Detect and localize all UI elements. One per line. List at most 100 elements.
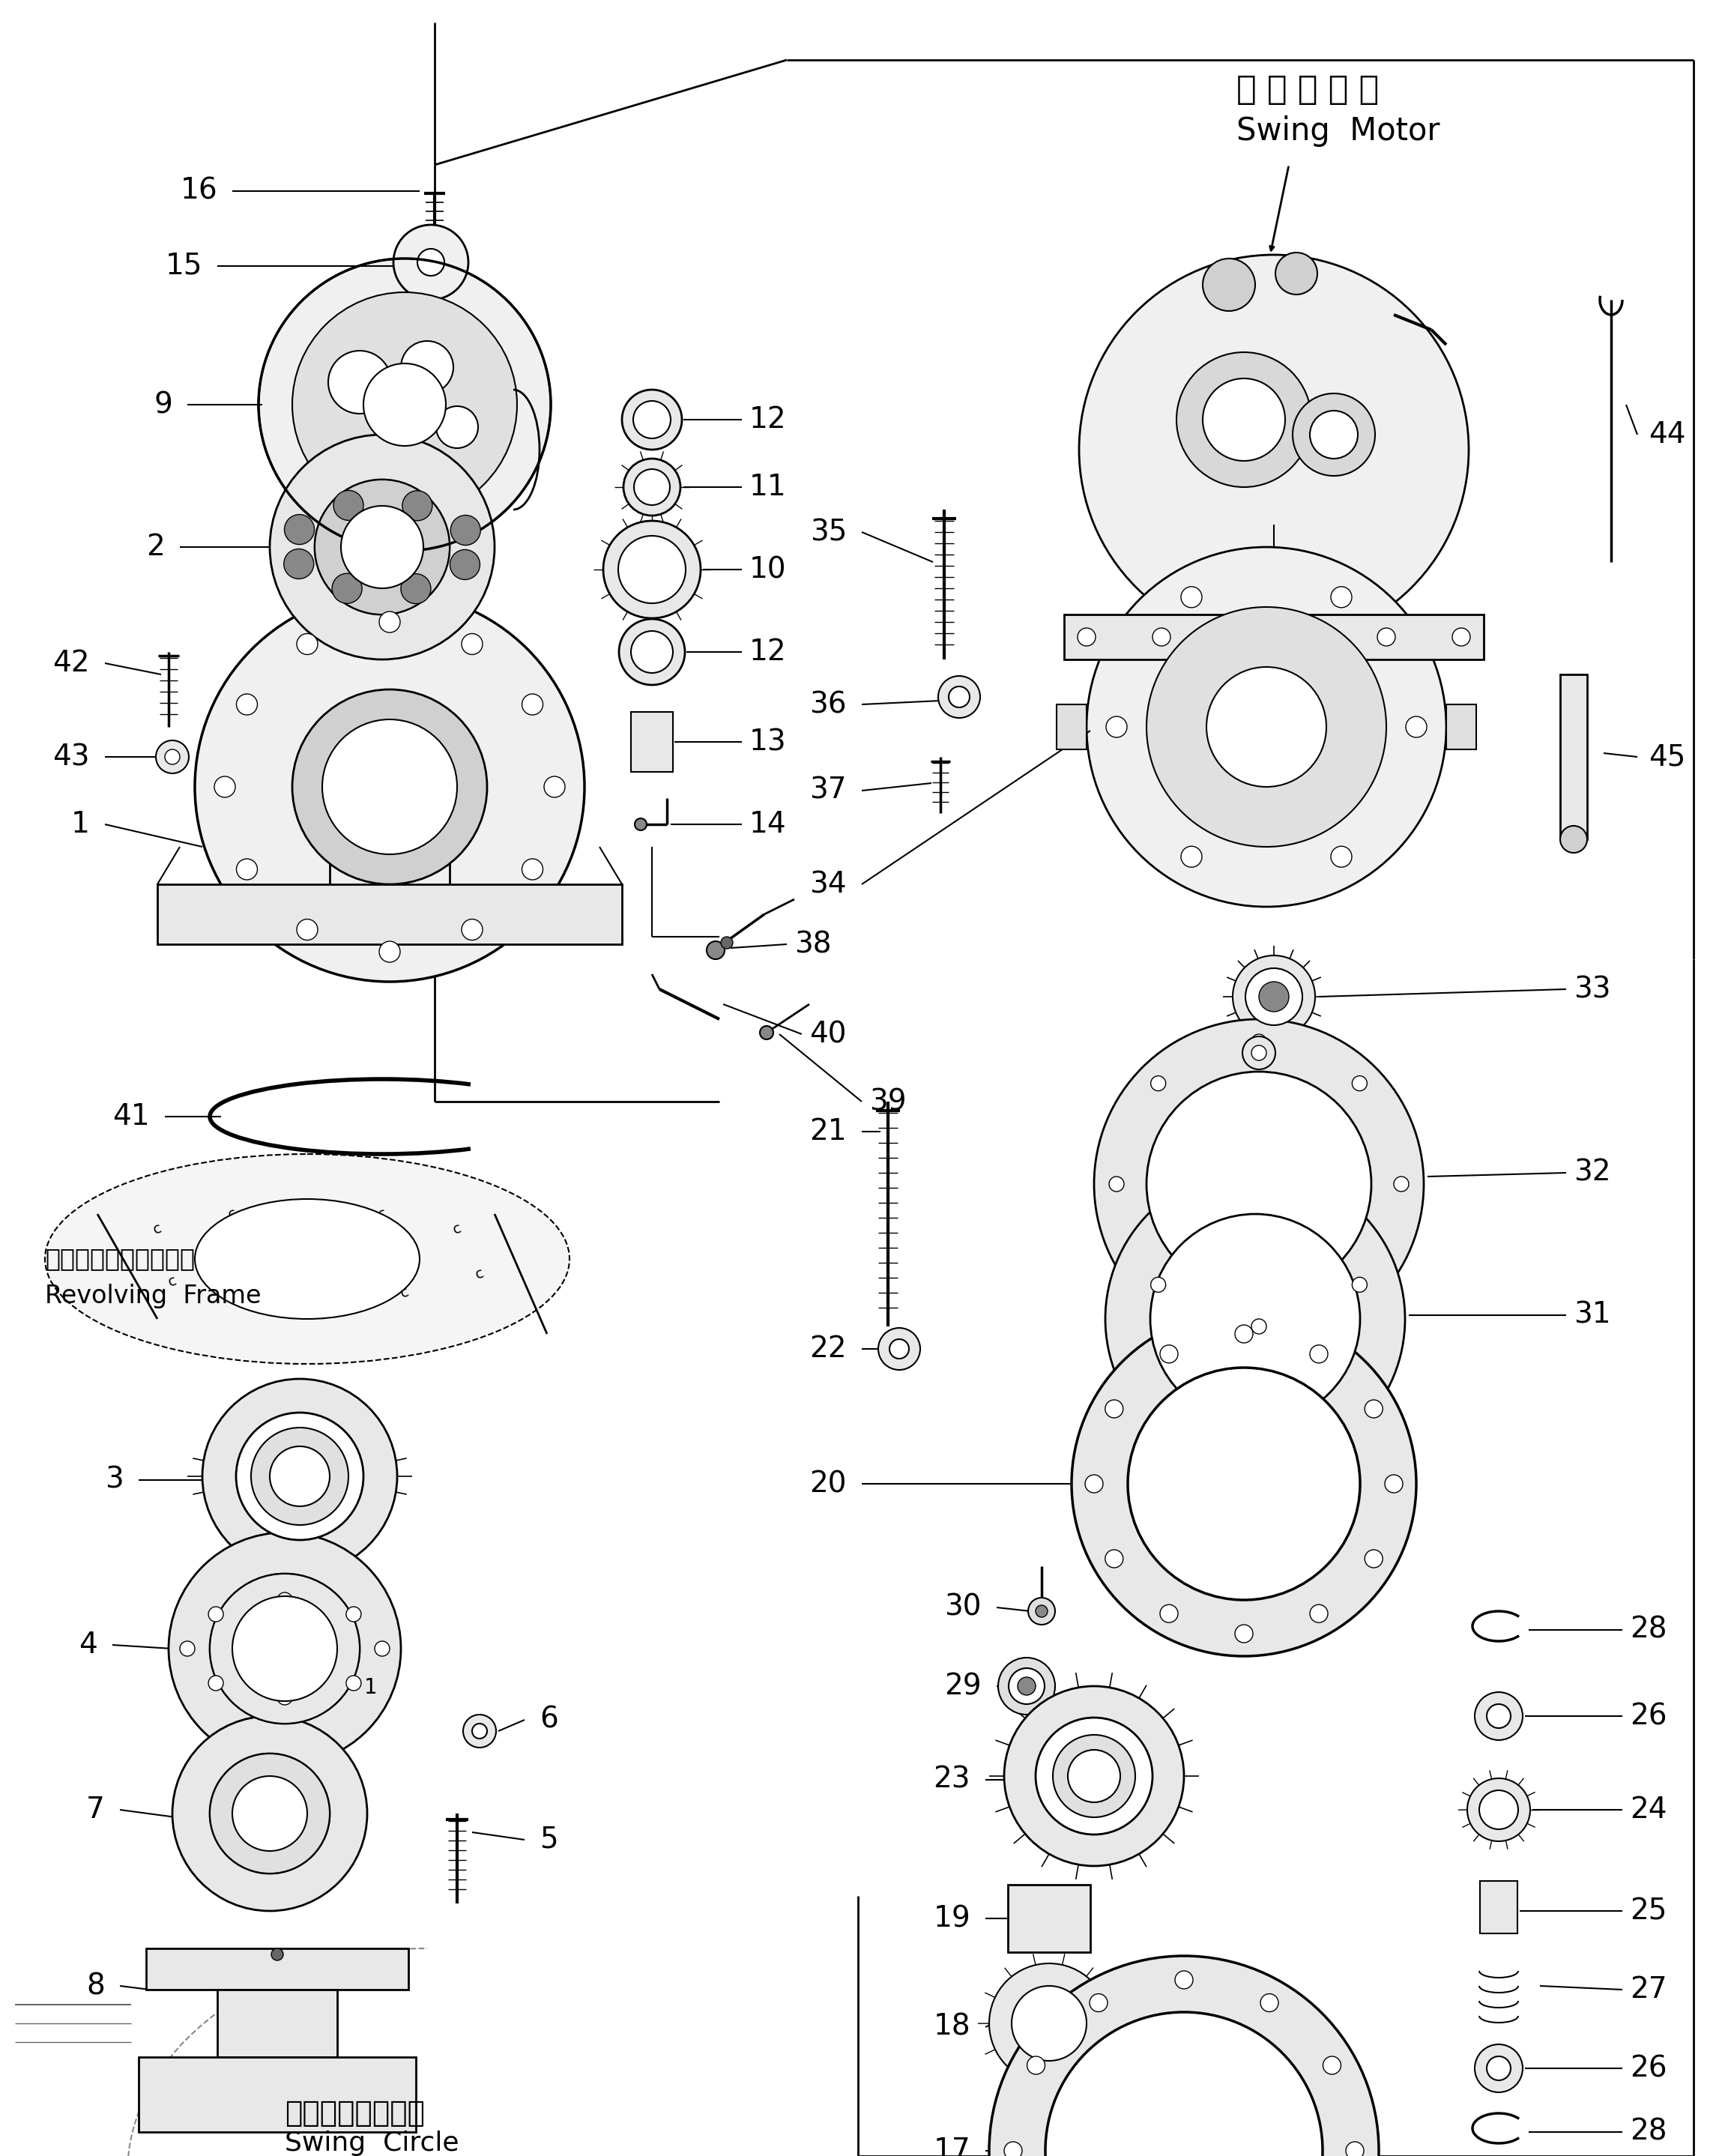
Circle shape: [1474, 1692, 1522, 1740]
Text: 23: 23: [933, 1766, 971, 1794]
Circle shape: [203, 1380, 397, 1574]
Text: 旋 回 モ ー タ: 旋 回 モ ー タ: [1236, 73, 1379, 106]
Circle shape: [988, 1955, 1379, 2156]
Circle shape: [165, 750, 180, 765]
Circle shape: [1385, 1475, 1403, 1492]
Text: 44: 44: [1649, 420, 1685, 448]
Circle shape: [1377, 627, 1396, 647]
Circle shape: [1474, 2044, 1522, 2091]
Circle shape: [1235, 1326, 1254, 1343]
Text: c: c: [473, 1266, 486, 1283]
Circle shape: [364, 364, 446, 446]
Circle shape: [635, 819, 647, 830]
Circle shape: [1035, 1718, 1153, 1835]
Text: 33: 33: [1574, 975, 1611, 1003]
Circle shape: [168, 1533, 401, 1766]
Circle shape: [890, 1339, 909, 1358]
Circle shape: [1365, 1550, 1382, 1567]
Text: 20: 20: [810, 1470, 846, 1498]
Text: 16: 16: [180, 177, 217, 205]
Circle shape: [1085, 1475, 1103, 1492]
Circle shape: [258, 259, 551, 550]
Circle shape: [1035, 1606, 1047, 1617]
Bar: [1446, 705, 1476, 750]
Text: 40: 40: [810, 1020, 846, 1048]
Circle shape: [347, 1606, 361, 1621]
Circle shape: [1181, 586, 1202, 608]
Circle shape: [293, 690, 487, 884]
Text: 42: 42: [52, 649, 90, 677]
Bar: [1481, 1880, 1517, 1934]
Circle shape: [1309, 1604, 1328, 1623]
Circle shape: [323, 720, 458, 854]
Circle shape: [333, 489, 364, 520]
Circle shape: [232, 1595, 336, 1701]
Circle shape: [1486, 2057, 1510, 2081]
Circle shape: [623, 390, 681, 451]
Circle shape: [347, 1675, 361, 1690]
Circle shape: [1233, 955, 1314, 1037]
Circle shape: [1153, 627, 1170, 647]
Circle shape: [380, 612, 401, 632]
Circle shape: [1004, 2141, 1021, 2156]
Bar: [146, 1949, 409, 1990]
Circle shape: [1245, 968, 1302, 1024]
Text: 7: 7: [87, 1796, 106, 1824]
Circle shape: [1235, 1626, 1254, 1643]
Circle shape: [1346, 2141, 1365, 2156]
Ellipse shape: [194, 1199, 420, 1319]
Text: c: c: [302, 1199, 314, 1214]
Text: c: c: [151, 1220, 163, 1238]
Circle shape: [1160, 1604, 1177, 1623]
Text: 3: 3: [106, 1466, 123, 1494]
Bar: [1056, 705, 1087, 750]
Circle shape: [1252, 1319, 1266, 1335]
Circle shape: [1332, 845, 1353, 867]
Text: 22: 22: [810, 1335, 846, 1363]
Circle shape: [1068, 1751, 1120, 1802]
Circle shape: [1479, 1789, 1519, 1828]
Text: 21: 21: [810, 1117, 846, 1145]
Circle shape: [461, 918, 482, 940]
Text: 41: 41: [113, 1102, 149, 1132]
Circle shape: [948, 686, 969, 707]
Circle shape: [1203, 259, 1255, 310]
Text: 2: 2: [146, 533, 165, 561]
Circle shape: [1252, 1046, 1266, 1061]
Circle shape: [1353, 1276, 1366, 1291]
Circle shape: [210, 1753, 329, 1874]
Circle shape: [1028, 1598, 1054, 1626]
Circle shape: [1259, 981, 1288, 1011]
Text: Swing  Motor: Swing Motor: [1236, 116, 1439, 147]
Circle shape: [472, 1723, 487, 1738]
Text: 28: 28: [1630, 2117, 1666, 2145]
Circle shape: [1018, 1677, 1035, 1695]
Circle shape: [1077, 627, 1096, 647]
Circle shape: [215, 776, 236, 798]
Text: Swing  Circle: Swing Circle: [284, 2130, 460, 2156]
Circle shape: [522, 694, 543, 716]
Circle shape: [1009, 1669, 1044, 1703]
Text: 15: 15: [165, 252, 203, 280]
Circle shape: [1207, 666, 1327, 787]
Circle shape: [938, 677, 980, 718]
Circle shape: [180, 1641, 194, 1656]
Circle shape: [1309, 1345, 1328, 1363]
Circle shape: [635, 470, 669, 505]
Text: 31: 31: [1574, 1300, 1611, 1330]
Text: 5: 5: [539, 1826, 558, 1854]
Circle shape: [232, 1777, 307, 1852]
Circle shape: [277, 1690, 293, 1705]
Circle shape: [1150, 1214, 1359, 1423]
Bar: [1007, 1884, 1091, 1951]
Circle shape: [1094, 1020, 1424, 1350]
Circle shape: [208, 1675, 224, 1690]
Circle shape: [284, 550, 314, 580]
Circle shape: [1089, 1994, 1108, 2012]
Circle shape: [1252, 1035, 1266, 1050]
Circle shape: [1053, 1736, 1136, 1818]
Circle shape: [707, 942, 725, 959]
Circle shape: [633, 401, 671, 438]
Text: 6: 6: [539, 1705, 558, 1733]
Circle shape: [1181, 845, 1202, 867]
